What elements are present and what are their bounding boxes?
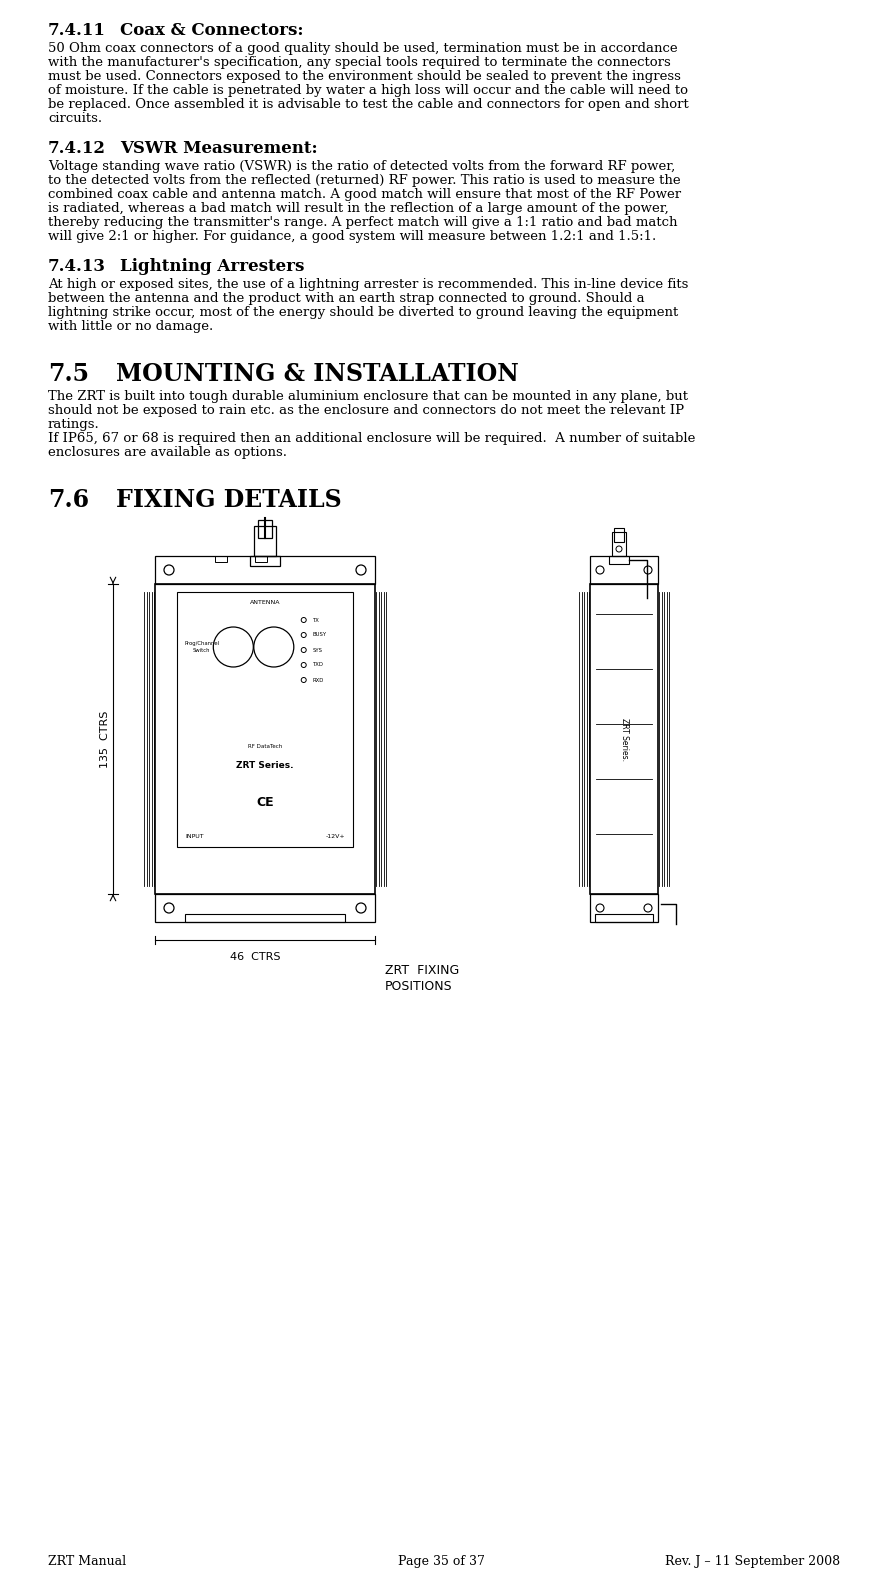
Text: ZRT Series.: ZRT Series. xyxy=(619,718,629,760)
Text: 7.4.11: 7.4.11 xyxy=(48,22,106,39)
Text: VSWR Measurement:: VSWR Measurement: xyxy=(120,140,318,158)
Bar xyxy=(590,583,658,894)
Bar xyxy=(590,894,658,923)
Text: TX: TX xyxy=(312,618,319,623)
Text: combined coax cable and antenna match. A good match will ensure that most of the: combined coax cable and antenna match. A… xyxy=(48,188,681,200)
Text: ZRT Series.: ZRT Series. xyxy=(236,760,294,770)
Bar xyxy=(155,557,375,583)
Text: MOUNTING & INSTALLATION: MOUNTING & INSTALLATION xyxy=(116,363,519,386)
Text: will give 2:1 or higher. For guidance, a good system will measure between 1.2:1 : will give 2:1 or higher. For guidance, a… xyxy=(48,230,656,243)
Text: to the detected volts from the reflected (returned) RF power. This ratio is used: to the detected volts from the reflected… xyxy=(48,173,681,188)
Bar xyxy=(590,557,658,583)
Text: 7.4.13: 7.4.13 xyxy=(48,259,106,274)
Text: 50 Ohm coax connectors of a good quality should be used, termination must be in : 50 Ohm coax connectors of a good quality… xyxy=(48,43,677,55)
Text: POSITIONS: POSITIONS xyxy=(385,979,452,992)
Bar xyxy=(155,894,375,923)
Text: circuits.: circuits. xyxy=(48,112,102,125)
Text: At high or exposed sites, the use of a lightning arrester is recommended. This i: At high or exposed sites, the use of a l… xyxy=(48,278,688,292)
Text: TXD: TXD xyxy=(312,662,324,667)
Text: with little or no damage.: with little or no damage. xyxy=(48,320,213,333)
Text: If IP65, 67 or 68 is required then an additional enclosure will be required.  A : If IP65, 67 or 68 is required then an ad… xyxy=(48,432,695,445)
Text: should not be exposed to rain etc. as the enclosure and connectors do not meet t: should not be exposed to rain etc. as th… xyxy=(48,404,684,416)
Bar xyxy=(254,527,276,557)
Bar xyxy=(612,531,626,557)
Text: of moisture. If the cable is penetrated by water a high loss will occur and the : of moisture. If the cable is penetrated … xyxy=(48,84,688,98)
Text: Page 35 of 37: Page 35 of 37 xyxy=(398,1555,484,1568)
Text: Lightning Arresters: Lightning Arresters xyxy=(120,259,304,274)
Text: be replaced. Once assembled it is advisable to test the cable and connectors for: be replaced. Once assembled it is advisa… xyxy=(48,98,689,110)
Text: Prog/Channel
Switch: Prog/Channel Switch xyxy=(184,642,220,653)
Text: lightning strike occur, most of the energy should be diverted to ground leaving : lightning strike occur, most of the ener… xyxy=(48,306,678,319)
Bar xyxy=(215,557,227,561)
Text: with the manufacturer's specification, any special tools required to terminate t: with the manufacturer's specification, a… xyxy=(48,57,670,69)
Text: must be used. Connectors exposed to the environment should be sealed to prevent : must be used. Connectors exposed to the … xyxy=(48,69,681,84)
Text: ANTENNA: ANTENNA xyxy=(250,599,280,606)
Text: 7.4.12: 7.4.12 xyxy=(48,140,106,158)
Text: enclosures are available as options.: enclosures are available as options. xyxy=(48,446,287,459)
Text: BUSY: BUSY xyxy=(312,632,326,637)
Bar xyxy=(614,528,624,542)
Bar xyxy=(595,915,653,923)
Text: RF DataTech: RF DataTech xyxy=(248,744,282,749)
Bar xyxy=(250,557,280,566)
Text: ratings.: ratings. xyxy=(48,418,100,431)
Text: CE: CE xyxy=(256,795,273,809)
Text: 135  CTRS: 135 CTRS xyxy=(100,710,110,768)
Text: Coax & Connectors:: Coax & Connectors: xyxy=(120,22,303,39)
Text: INPUT: INPUT xyxy=(185,834,204,839)
Text: The ZRT is built into tough durable aluminium enclosure that can be mounted in a: The ZRT is built into tough durable alum… xyxy=(48,390,688,404)
Text: thereby reducing the transmitter's range. A perfect match will give a 1:1 ratio : thereby reducing the transmitter's range… xyxy=(48,216,677,229)
Bar xyxy=(609,557,629,565)
Text: -12V+: -12V+ xyxy=(325,834,345,839)
Text: SYS: SYS xyxy=(312,648,323,653)
Text: 7.6: 7.6 xyxy=(48,487,89,513)
Text: RXD: RXD xyxy=(312,678,324,683)
Bar xyxy=(177,591,353,847)
Text: 7.5: 7.5 xyxy=(48,363,89,386)
Bar xyxy=(255,557,267,561)
Text: FIXING DETAILS: FIXING DETAILS xyxy=(116,487,341,513)
Bar xyxy=(258,520,272,538)
Text: ZRT  FIXING: ZRT FIXING xyxy=(385,964,460,976)
Text: ZRT Manual: ZRT Manual xyxy=(48,1555,126,1568)
Text: between the antenna and the product with an earth strap connected to ground. Sho: between the antenna and the product with… xyxy=(48,292,645,304)
Text: Voltage standing wave ratio (VSWR) is the ratio of detected volts from the forwa: Voltage standing wave ratio (VSWR) is th… xyxy=(48,159,676,173)
Bar xyxy=(185,915,345,923)
Text: Rev. J – 11 September 2008: Rev. J – 11 September 2008 xyxy=(665,1555,840,1568)
Text: 46  CTRS: 46 CTRS xyxy=(229,953,280,962)
Text: is radiated, whereas a bad match will result in the reflection of a large amount: is radiated, whereas a bad match will re… xyxy=(48,202,669,214)
Bar xyxy=(155,583,375,894)
